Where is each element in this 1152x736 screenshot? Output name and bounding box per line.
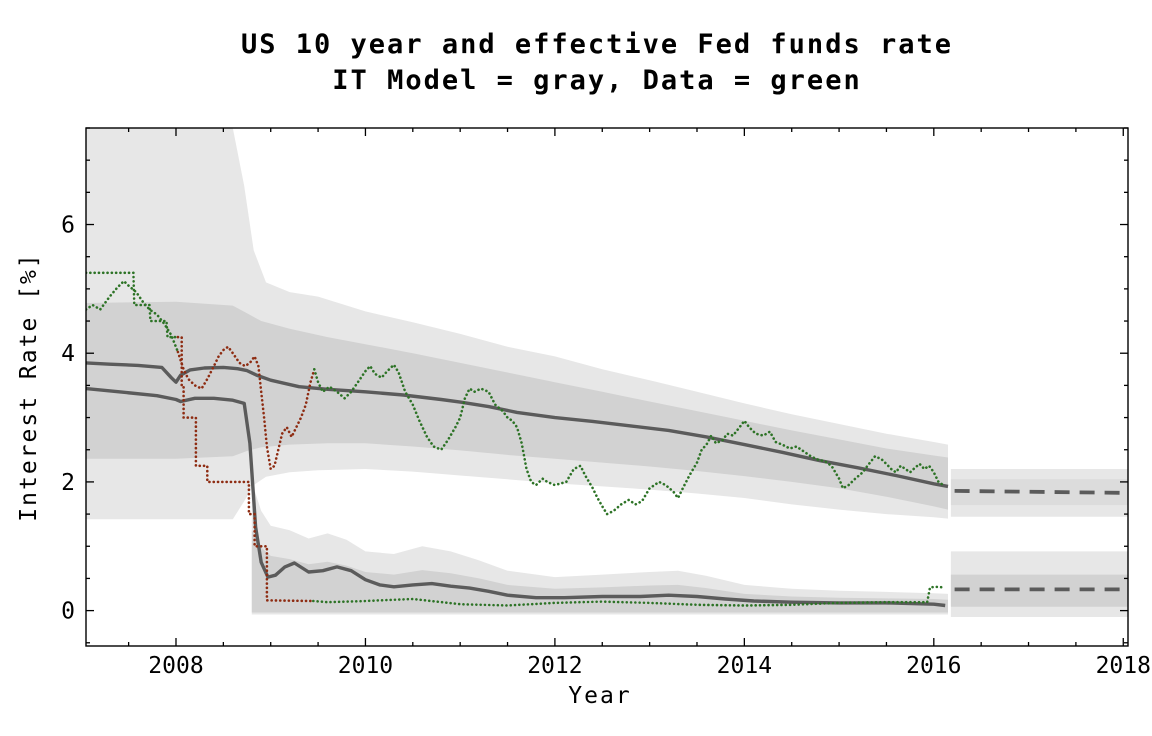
series-data-fed-funds-pre	[86, 271, 180, 339]
series-data-10y-crisis	[176, 345, 316, 471]
band-10y-inner	[86, 301, 948, 510]
chart-subtitle: IT Model = gray, Data = green	[332, 65, 861, 96]
x-tick-label: 2016	[906, 653, 961, 679]
series-data-fed-funds-crisis	[176, 335, 315, 603]
y-tick-label: 0	[61, 599, 75, 625]
series-model-10y-forecast	[954, 489, 1128, 495]
x-tick-label: 2008	[148, 653, 203, 679]
x-tick-label: 2014	[717, 653, 772, 679]
x-tick-label: 2012	[527, 653, 582, 679]
plot-frame	[85, 127, 1129, 647]
y-tick-label: 6	[61, 213, 75, 239]
series-model-10y	[86, 361, 949, 489]
y-axis-label: Interest Rate [%]	[16, 252, 42, 521]
band-ff-inner	[251, 530, 949, 613]
axes-layer: 2008 2010 2012 2014 2016 2018 0 2 4 6	[61, 127, 1151, 679]
series-data-10y-post	[313, 363, 945, 516]
series-data-10y-pre	[86, 279, 180, 354]
plot-area	[86, 128, 1128, 617]
y-tick-label: 2	[61, 470, 75, 496]
series-model-fed-funds	[86, 386, 946, 608]
x-axis-label: Year	[568, 683, 631, 709]
x-tick-label: 2010	[338, 653, 393, 679]
chart-title: US 10 year and effective Fed funds rate	[241, 29, 953, 60]
y-tick-label: 4	[61, 341, 75, 367]
series-data-fed-funds-post	[312, 585, 945, 607]
x-tick-label: 2018	[1096, 653, 1151, 679]
